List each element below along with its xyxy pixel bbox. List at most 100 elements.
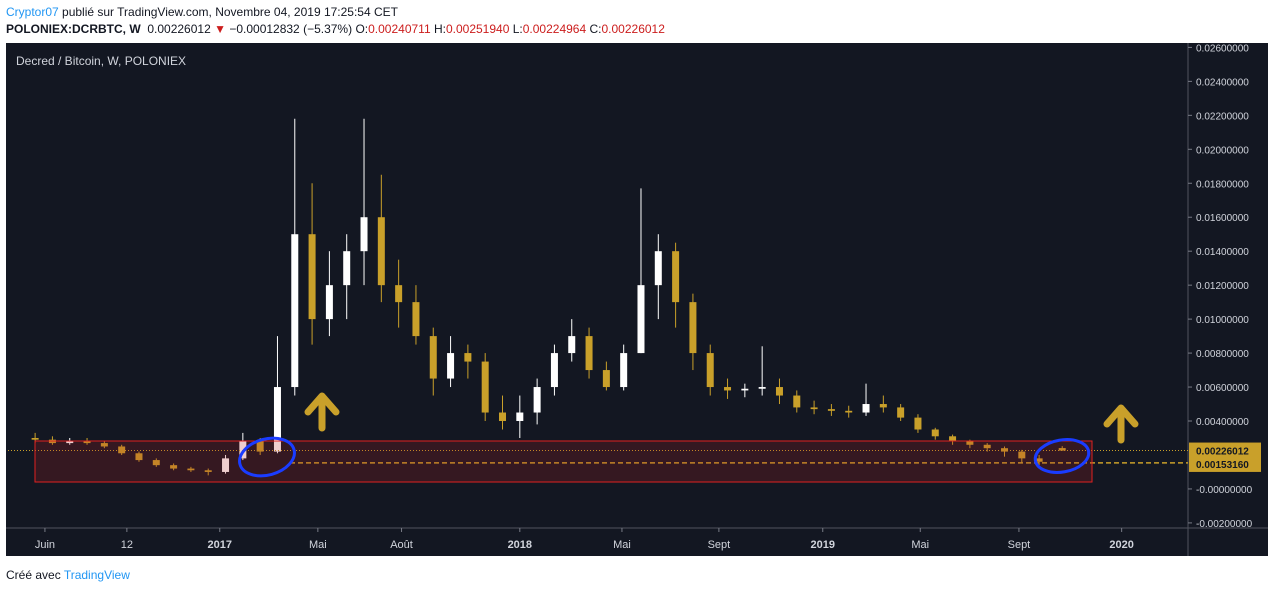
x-tick-label: Mai [911,539,929,551]
x-tick-label: Sept [1008,539,1031,551]
candle-body [447,353,455,379]
ohlc-label: C: [589,22,602,36]
candle-body [724,387,732,391]
candle-body [222,458,230,472]
up-arrow [1103,404,1139,444]
ohlc-value: 0.00240711 [368,22,431,36]
candle-body [256,441,264,452]
candle-body [170,465,178,469]
x-tick-label: Août [390,539,413,551]
candle-body [1035,458,1043,462]
candle-body [1001,448,1009,452]
ohlc-label: L: [512,22,523,36]
symbol: POLONIEX:DCRBTC, W [6,22,141,36]
y-tick-label: 0.02200000 [1196,111,1249,122]
candle-body [187,468,195,471]
candle-body [325,285,333,320]
candle-body [879,404,887,408]
x-tick-label: Mai [309,539,327,551]
y-tick-label: 0.01400000 [1196,247,1249,258]
last-price-box [1189,442,1261,459]
y-tick-label: 0.02000000 [1196,145,1249,156]
chart-background [6,43,1268,556]
candle-body [308,234,316,320]
ohlc-label: O: [355,22,369,36]
candle-body [706,353,714,388]
candle-body [654,251,662,286]
x-tick-label: 2019 [811,539,835,551]
zone-rectangle [34,440,1093,483]
candle-body [1058,448,1066,451]
candle-body [983,444,991,449]
candle-body [360,217,368,252]
candle-body [931,429,939,437]
x-tick-label: Mai [613,539,631,551]
candle-body [100,443,108,447]
ohlc-value: 0.00224964 [522,22,587,36]
y-tick-label: 0.01800000 [1196,179,1249,190]
author: Cryptor07 [6,5,59,19]
candle-body [291,234,299,388]
last-price-label: 0.00226012 [1196,447,1249,458]
candle-body [83,441,91,444]
candle-body [204,470,212,472]
ohlc-value: 0.00251940 [445,22,510,36]
candle-body [827,409,835,411]
ohlc: O:0.00240711 H:0.00251940 L:0.00224964 C… [355,22,668,36]
published: publié sur TradingView.com, Novembre 04,… [58,5,398,19]
ohlc-value: 0.00226012 [601,22,665,36]
y-tick-label: 0.01600000 [1196,213,1249,224]
candle-body [66,441,74,444]
x-tick-label: 12 [121,539,133,551]
candle-body [499,412,507,422]
y-tick-label: -0.00000000 [1196,485,1253,496]
candle-body [1018,451,1026,459]
candle-body [31,437,39,440]
footer-text: Créé avec [6,568,61,582]
ohlc-label: H: [433,22,446,36]
candle-body [343,251,351,286]
candle-body [135,453,143,461]
candle-body [481,361,489,413]
candle-body [118,446,126,454]
candle-body [568,336,576,354]
y-tick-label: 0.01200000 [1196,281,1249,292]
candle-body [741,388,749,391]
header-line: Cryptor07 publié sur TradingView.com, No… [6,5,398,19]
x-tick-label: 2017 [208,539,232,551]
down-arrow: ▼ [214,22,226,36]
candle-body [377,217,385,286]
candle-body [602,370,610,388]
highlight-circle [238,436,296,478]
y-tick-label: 0.01000000 [1196,315,1249,326]
candle-body [239,441,247,459]
candle-body [429,336,437,379]
x-tick-label: Juin [35,539,55,551]
y-tick-label: 0.02600000 [1196,43,1249,54]
candle-body [533,387,541,413]
candle-body [810,407,818,410]
level-label: 0.00153160 [1196,460,1249,471]
candle-body [966,441,974,445]
footer: Créé avec TradingView [6,568,130,582]
candle-body [48,439,56,444]
candle-body [464,353,472,362]
y-tick-label: 0.02400000 [1196,77,1249,88]
candle-body [550,353,558,388]
candle-body [672,251,680,303]
candle-body [516,412,524,422]
level-box [1189,455,1261,472]
candle-body [897,407,905,418]
candle-body [914,417,922,430]
change: −0.00012832 (−5.37%) [229,22,353,36]
candle-body [395,285,403,303]
x-tick-label: Sept [708,539,731,551]
chart-title: Decred / Bitcoin, W, POLONIEX [16,54,186,68]
y-tick-label: 0.00400000 [1196,417,1249,428]
candle-body [775,387,783,396]
y-tick-label: 0.00800000 [1196,349,1249,360]
candle-body [152,460,160,466]
candle-body [845,410,853,413]
